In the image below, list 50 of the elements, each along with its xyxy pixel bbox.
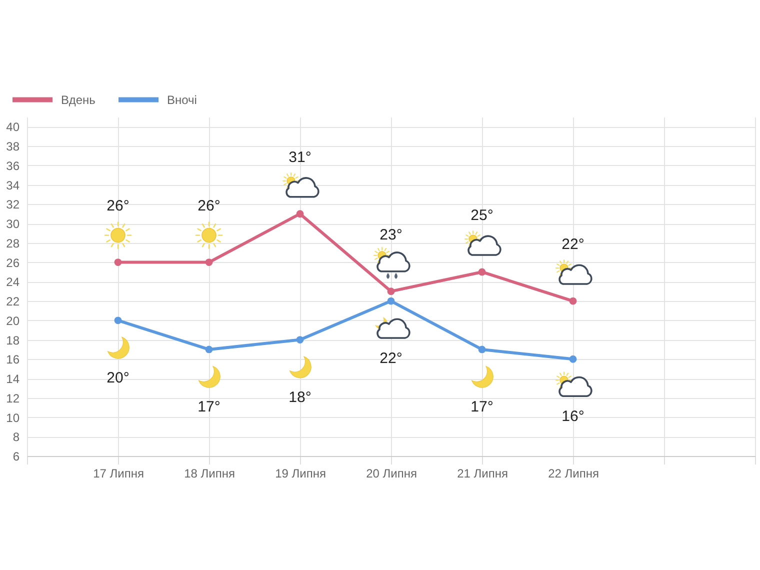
y-tick-label: 20 [6,314,20,328]
data-label: 31° [288,148,312,166]
y-tick-label: 10 [6,410,20,425]
data-label: 25° [470,206,494,224]
point [296,336,304,344]
y-tick-label: 24 [6,275,20,290]
y-tick-label: 32 [6,198,20,212]
y-tick-label: 34 [6,178,20,192]
point [569,297,577,305]
point [478,268,486,276]
point [387,288,395,296]
y-tick-label: 12 [6,391,20,406]
data-label: 22° [562,236,584,254]
y-tick-label: 8 [12,430,20,444]
data-label: 17° [198,398,220,416]
y-tick-label: 30 [6,217,20,232]
y-tick-label: 28 [6,236,20,250]
legend-label: Вдень [61,92,96,107]
data-label: 26° [198,197,220,214]
y-tick-label: 40 [6,120,20,134]
point [114,316,122,324]
point [205,346,213,354]
point [296,210,304,218]
data-label: 18° [288,388,312,406]
x-tick-label: 20 Липня [366,466,417,480]
x-tick-label: 22 Липня [548,466,599,480]
data-label: 22° [380,350,402,368]
point [205,258,213,266]
data-label: 16° [562,408,584,426]
data-label: 20° [106,369,130,386]
y-tick-label: 18 [6,333,20,348]
data-label: 23° [380,226,402,244]
y-tick-label: 38 [6,140,20,154]
data-label: 26° [106,197,130,214]
x-tick-label: 18 Липня [184,466,235,480]
point [569,355,577,363]
y-tick-label: 6 [12,450,20,464]
y-tick-label: 36 [6,158,20,173]
x-tick-label: 17 Липня [93,466,144,480]
point [387,297,395,305]
x-tick-label: 19 Липня [275,466,326,480]
point [478,346,486,354]
y-tick-label: 16 [6,352,20,367]
y-tick-label: 22 [6,294,20,309]
y-tick-label: 14 [6,372,20,386]
point [114,258,122,266]
data-label: 17° [470,398,494,416]
x-tick-label: 21 Липня [457,466,508,480]
y-tick-label: 26 [6,256,20,270]
legend-label: Вночі [167,92,197,107]
